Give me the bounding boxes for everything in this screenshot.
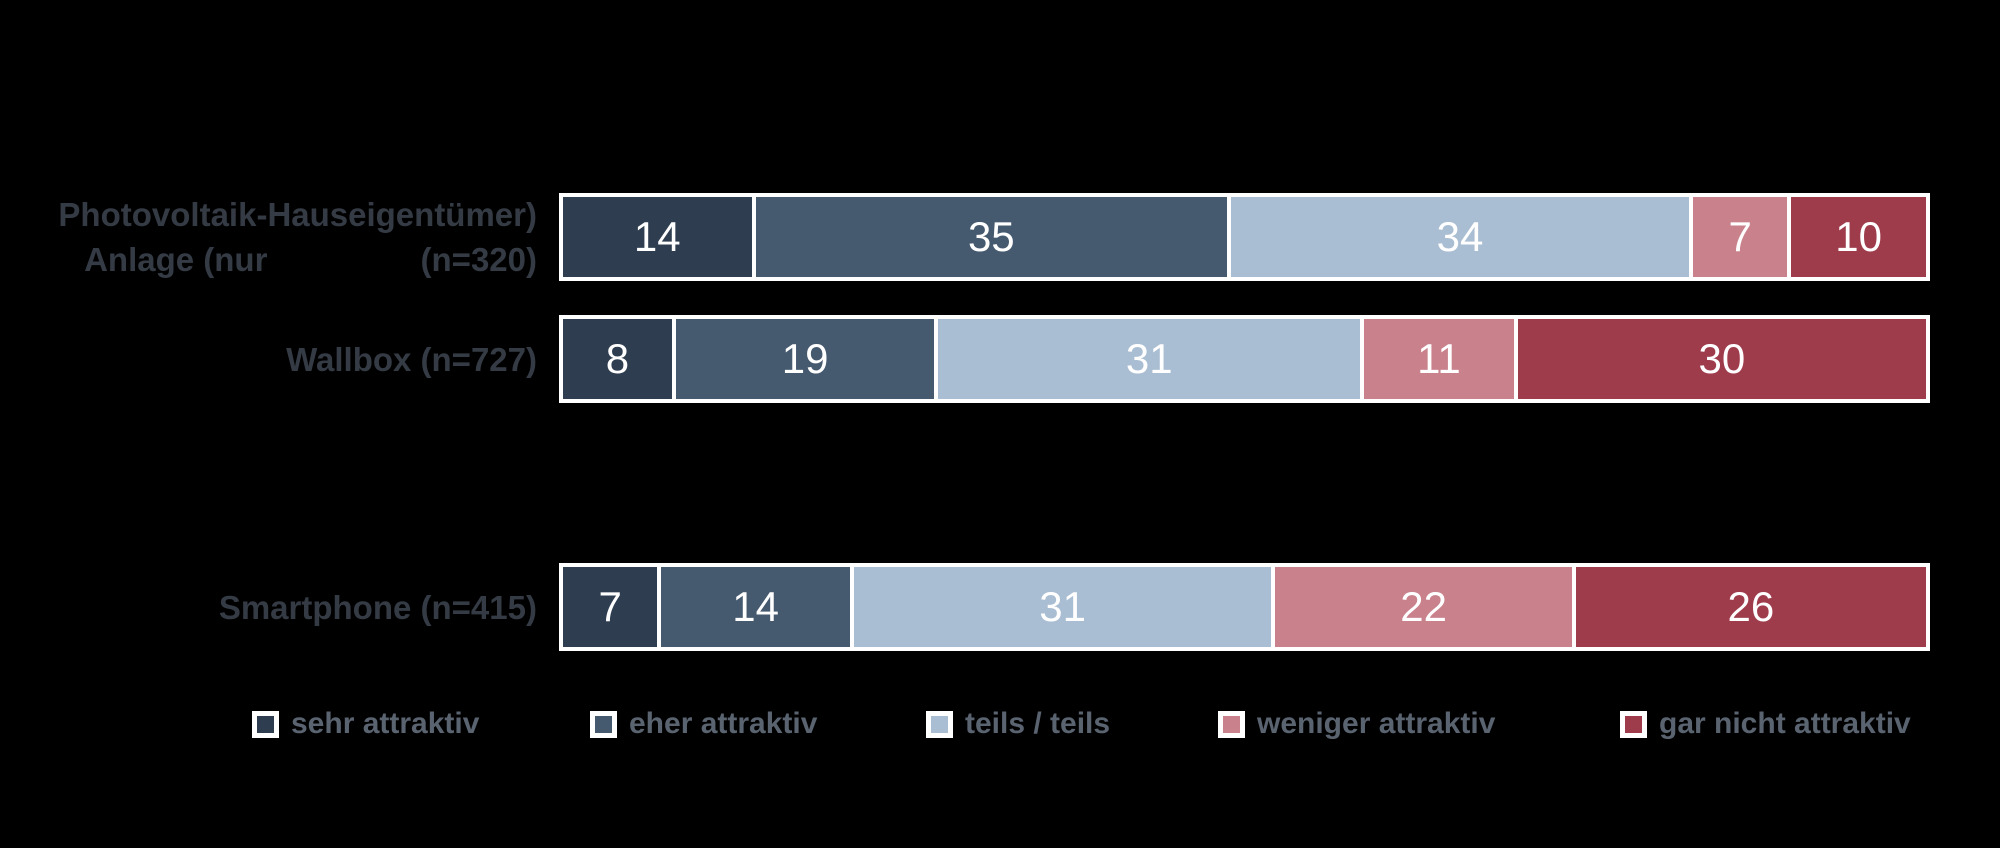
bar-value-label: 11 bbox=[1417, 335, 1461, 382]
bar-value-label: 31 bbox=[1125, 335, 1173, 382]
legend-item: weniger attraktiv bbox=[1218, 702, 1495, 746]
legend-swatch bbox=[1620, 710, 1647, 738]
bar-segment: 14 bbox=[563, 197, 752, 277]
legend-swatch bbox=[252, 710, 279, 738]
bar-segment: 19 bbox=[675, 319, 935, 399]
bar-segment: 35 bbox=[755, 197, 1228, 277]
chart-row: Wallbox (n=727) 8 19 31 11 30 bbox=[0, 315, 2000, 403]
category-label-line: Hauseigentümer) (n=320) bbox=[267, 196, 537, 278]
bar-segment: 31 bbox=[938, 319, 1361, 399]
bar-value-label: 10 bbox=[1835, 213, 1883, 260]
legend-label: weniger attraktiv bbox=[1257, 707, 1496, 740]
legend-swatch bbox=[926, 710, 953, 738]
legend-label: sehr attraktiv bbox=[291, 707, 480, 740]
legend: sehr attraktiv eher attraktiv teils / teil… bbox=[0, 702, 2000, 746]
bar-segment: 8 bbox=[563, 319, 672, 399]
legend-item: eher attraktiv bbox=[590, 702, 817, 746]
bar-segment: 11 bbox=[1364, 319, 1514, 399]
bar-segment: 22 bbox=[1275, 567, 1572, 647]
bar-value-label: 22 bbox=[1400, 583, 1447, 630]
bar-segment: 31 bbox=[853, 567, 1272, 647]
bar-value-label: 19 bbox=[781, 335, 829, 382]
legend-swatch bbox=[1218, 710, 1245, 738]
bar-value-label: 14 bbox=[633, 213, 681, 260]
bar-segment: 10 bbox=[1791, 197, 1927, 277]
category-label: Photovoltaik-Anlage (nur Hauseigentümer) … bbox=[0, 193, 537, 281]
bar-value-label: 26 bbox=[1727, 583, 1775, 630]
chart-row: Photovoltaik-Anlage (nur Hauseigentümer) … bbox=[0, 193, 2000, 281]
bar-value-label: 7 bbox=[1728, 213, 1752, 260]
bar-segment: 34 bbox=[1231, 197, 1690, 277]
bar-segment: 26 bbox=[1575, 567, 1926, 647]
legend-label: teils / teils bbox=[965, 707, 1111, 740]
legend-item: teils / teils bbox=[926, 702, 1110, 746]
legend-label: eher attraktiv bbox=[629, 707, 818, 740]
bar-value-label: 34 bbox=[1436, 213, 1484, 260]
bar-value-label: 7 bbox=[598, 583, 622, 630]
bar-value-label: 35 bbox=[967, 213, 1015, 260]
bar-value-label: 8 bbox=[605, 335, 630, 382]
legend-item: sehr attraktiv bbox=[252, 702, 479, 746]
bar-segment: 7 bbox=[563, 567, 658, 647]
category-label: Wallbox (n=727) bbox=[0, 315, 537, 403]
bar-segment: 14 bbox=[661, 567, 850, 647]
bar-segment: 7 bbox=[1693, 197, 1788, 277]
legend-swatch bbox=[590, 710, 617, 738]
stacked-bar: 14 35 34 7 10 bbox=[559, 193, 1930, 281]
category-label: Smartphone (n=415) bbox=[0, 563, 537, 651]
category-label-line: Smartphone (n=415) bbox=[218, 588, 537, 626]
bar-value-label: 30 bbox=[1698, 335, 1746, 382]
stacked-bar: 8 19 31 11 30 bbox=[559, 315, 1930, 403]
legend-item: gar nicht attraktiv bbox=[1620, 702, 1911, 746]
stacked-bar: 7 14 31 22 26 bbox=[559, 563, 1930, 651]
bar-value-label: 14 bbox=[732, 583, 779, 630]
category-label-line: Photovoltaik-Anlage (nur bbox=[58, 196, 268, 278]
bar-segment: 30 bbox=[1517, 319, 1926, 399]
chart-row: Smartphone (n=415) 7 14 31 22 26 bbox=[0, 563, 2000, 651]
bar-value-label: 31 bbox=[1039, 583, 1087, 630]
category-label-line: Wallbox (n=727) bbox=[286, 340, 537, 378]
legend-label: gar nicht attraktiv bbox=[1659, 707, 1911, 740]
